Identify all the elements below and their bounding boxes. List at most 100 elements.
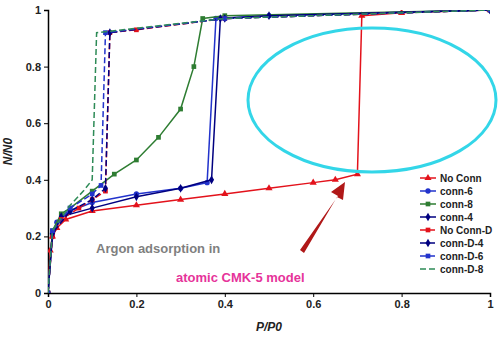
x-axis-line	[49, 294, 491, 298]
y-tick-label: 1	[35, 4, 41, 16]
series-marker	[112, 172, 117, 177]
legend-marker	[426, 202, 431, 207]
y-tick-label: 0.8	[26, 61, 41, 73]
x-tick: 0.4	[218, 293, 234, 310]
plot: 0 0.2 0.4 0.6 0.8 1 0 0.2 0.4 0.6 0.8 1	[26, 4, 494, 310]
series-marker	[90, 192, 95, 197]
x-tick: 0.2	[129, 293, 144, 310]
legend-label: conn-8	[440, 199, 473, 210]
series-marker	[178, 107, 183, 112]
legend-item: No Conn	[420, 173, 482, 184]
series-marker	[134, 192, 139, 201]
series-marker	[77, 206, 82, 211]
x-tick-label: 1	[487, 298, 493, 310]
y-tick-mark	[44, 67, 48, 68]
x-tick: 0.6	[306, 293, 321, 310]
legend-item: No Conn-D	[420, 225, 492, 236]
legend-item: conn-D-4	[420, 238, 484, 249]
inset-outline	[248, 28, 496, 172]
series-line	[48, 10, 490, 293]
legend-item: conn-D-8	[420, 264, 484, 275]
legend-label: conn-D-6	[440, 251, 484, 262]
series-line	[48, 10, 490, 293]
x-axis: 0 0.2 0.4 0.6 0.8 1	[45, 293, 493, 310]
series-marker	[133, 201, 140, 207]
y-tick: 0.4	[26, 174, 48, 186]
x-tick-label: 0.8	[394, 298, 409, 310]
legend-item: conn-8	[420, 199, 473, 210]
y-tick-label: 0.4	[26, 174, 42, 186]
legend-marker	[424, 174, 431, 180]
series-marker	[90, 195, 95, 204]
series-group	[48, 10, 490, 293]
annotation: Argon adsorption in	[96, 241, 220, 256]
x-axis-title: P/P0	[256, 320, 282, 334]
legend-label: conn-D-4	[440, 238, 484, 249]
legend-label: conn-4	[440, 212, 473, 223]
pointer-arrow	[300, 182, 345, 253]
x-tick-label: 0	[45, 298, 51, 310]
x-tick-mark	[490, 293, 491, 297]
series-line	[48, 10, 490, 293]
series-marker	[156, 135, 161, 140]
legend-label: conn-6	[440, 186, 473, 197]
x-tick: 0.8	[394, 293, 409, 310]
y-axis-line	[44, 11, 49, 294]
legend-swatch	[420, 268, 436, 270]
y-axis: 0 0.2 0.4 0.6 0.8 1	[26, 4, 49, 299]
y-tick-mark	[44, 180, 48, 181]
y-tick-label: 0.6	[26, 117, 41, 129]
legend-label: conn-D-8	[440, 264, 484, 275]
series-marker	[221, 190, 228, 196]
legend-label: No Conn-D	[440, 225, 492, 236]
y-tick-mark	[44, 236, 48, 237]
x-tick-label: 0.6	[306, 298, 321, 310]
y-tick: 0.2	[26, 230, 48, 242]
series-line	[48, 10, 490, 293]
legend: No Conn conn-6 conn-8 conn-4 No Conn-D conn-D…	[420, 173, 492, 275]
y-tick-mark	[44, 10, 48, 11]
legend-marker	[426, 228, 431, 233]
series-marker	[178, 184, 183, 193]
series-line	[48, 10, 490, 293]
x-tick-label: 0.4	[218, 298, 234, 310]
legend-item: conn-D-6	[420, 251, 484, 262]
chart: 0 0.2 0.4 0.6 0.8 1 0 0.2 0.4 0.6 0.8 1 P/P0 N/N0 Argo…	[0, 0, 500, 337]
legend-marker	[425, 213, 430, 222]
x-tick-label: 0.2	[129, 298, 144, 310]
y-tick-label: 0.2	[26, 230, 41, 242]
series-marker	[99, 183, 104, 188]
legend-marker	[426, 254, 431, 259]
series-marker	[266, 11, 271, 20]
y-tick-label: 0	[35, 287, 41, 299]
series-marker	[192, 64, 197, 69]
y-tick-mark	[44, 293, 48, 294]
annotation: atomic CMK-5 model	[176, 270, 305, 285]
series-line	[48, 10, 490, 293]
x-tick-mark	[313, 293, 314, 297]
legend-marker	[425, 188, 430, 193]
y-tick: 0	[35, 287, 48, 299]
x-tick-mark	[402, 293, 403, 297]
series-marker	[265, 184, 272, 190]
x-tick-mark	[136, 293, 137, 297]
y-tick: 0.8	[26, 61, 48, 73]
legend-label: No Conn	[440, 173, 482, 184]
series-line	[48, 10, 490, 293]
y-axis-title: N/N0	[1, 138, 15, 166]
series-line	[48, 10, 490, 293]
series-marker	[134, 158, 139, 163]
series-marker	[332, 176, 339, 182]
series-marker	[90, 204, 95, 213]
legend-item: conn-4	[420, 212, 473, 223]
legend-item: conn-6	[420, 186, 473, 197]
x-tick: 1	[487, 293, 493, 310]
series-marker	[103, 184, 108, 193]
x-tick-mark	[225, 293, 226, 297]
x-tick: 0	[45, 293, 51, 310]
y-tick: 0.6	[26, 117, 48, 129]
y-tick-mark	[44, 123, 48, 124]
y-tick: 1	[35, 4, 48, 16]
series-marker	[209, 175, 214, 184]
series-marker	[177, 195, 184, 201]
